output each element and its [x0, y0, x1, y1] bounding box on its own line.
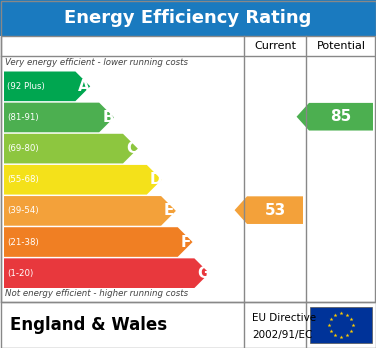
- Polygon shape: [4, 103, 114, 132]
- Text: F: F: [181, 235, 191, 250]
- Text: (69-80): (69-80): [7, 144, 39, 153]
- Polygon shape: [4, 134, 138, 164]
- Text: EU Directive: EU Directive: [252, 313, 316, 323]
- Text: Energy Efficiency Rating: Energy Efficiency Rating: [64, 9, 312, 27]
- Polygon shape: [4, 196, 176, 226]
- Text: Not energy efficient - higher running costs: Not energy efficient - higher running co…: [5, 289, 188, 298]
- Bar: [310, 307, 372, 343]
- Text: B: B: [102, 110, 114, 125]
- Text: (81-91): (81-91): [7, 113, 39, 122]
- Text: (55-68): (55-68): [7, 175, 39, 184]
- Text: 85: 85: [331, 109, 352, 124]
- Text: (39-54): (39-54): [7, 206, 39, 215]
- Polygon shape: [297, 103, 373, 130]
- Polygon shape: [4, 258, 209, 288]
- Text: Current: Current: [254, 41, 296, 51]
- Bar: [1, 36, 375, 302]
- Bar: [0, 0, 376, 36]
- Text: C: C: [126, 141, 137, 156]
- Text: Potential: Potential: [317, 41, 365, 51]
- Text: D: D: [150, 172, 162, 187]
- Text: England & Wales: England & Wales: [10, 316, 167, 334]
- Text: (21-38): (21-38): [7, 238, 39, 246]
- Polygon shape: [4, 227, 193, 257]
- Polygon shape: [4, 165, 162, 195]
- Text: G: G: [197, 266, 210, 281]
- Polygon shape: [4, 71, 90, 101]
- Polygon shape: [235, 196, 303, 224]
- Text: (1-20): (1-20): [7, 269, 33, 278]
- Text: 2002/91/EC: 2002/91/EC: [252, 330, 312, 340]
- Text: E: E: [164, 203, 174, 219]
- Text: Very energy efficient - lower running costs: Very energy efficient - lower running co…: [5, 58, 188, 67]
- Text: 53: 53: [264, 203, 286, 218]
- Text: (92 Plus): (92 Plus): [7, 82, 45, 91]
- Text: A: A: [78, 79, 90, 94]
